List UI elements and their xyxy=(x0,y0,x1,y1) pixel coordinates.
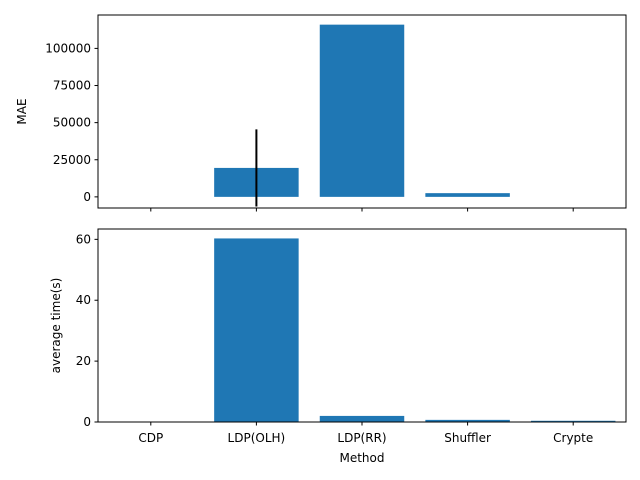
x-axis-label: Method xyxy=(339,451,384,465)
y-tick-label: 25000 xyxy=(53,153,91,167)
x-tick-label: LDP(RR) xyxy=(337,431,386,445)
x-tick-label: Crypte xyxy=(553,431,593,445)
y-tick-label: 75000 xyxy=(53,79,91,93)
y-tick-label: 0 xyxy=(83,190,91,204)
x-tick-label: LDP(OLH) xyxy=(228,431,286,445)
bar-crypte xyxy=(530,420,616,422)
y-tick-label: 100000 xyxy=(45,41,91,55)
x-tick-label: CDP xyxy=(138,431,163,445)
x-tick-label: Shuffler xyxy=(444,431,491,445)
y-axis-label: MAE xyxy=(15,98,29,124)
y-tick-label: 40 xyxy=(76,293,91,307)
bar-ldp-rr- xyxy=(319,415,405,422)
bar-ldp-rr- xyxy=(319,24,405,197)
bar-shuffler xyxy=(425,419,510,422)
plot-frame xyxy=(97,228,627,423)
y-tick-label: 50000 xyxy=(53,116,91,130)
bar-ldp-olh- xyxy=(214,238,299,422)
time-subplot: 0 20 40 60 CDP LDP(OLH) LDP(RR) Shuffler Crypte a… xyxy=(49,228,627,465)
y-tick-label: 20 xyxy=(76,354,91,368)
y-tick-label: 0 xyxy=(83,415,91,429)
y-axis-label: average time(s) xyxy=(49,278,63,374)
mae-subplot: 0 25000 50000 75000 100000 MAE xyxy=(15,14,627,212)
bar-shuffler xyxy=(425,193,510,197)
y-tick-label: 60 xyxy=(76,232,91,246)
